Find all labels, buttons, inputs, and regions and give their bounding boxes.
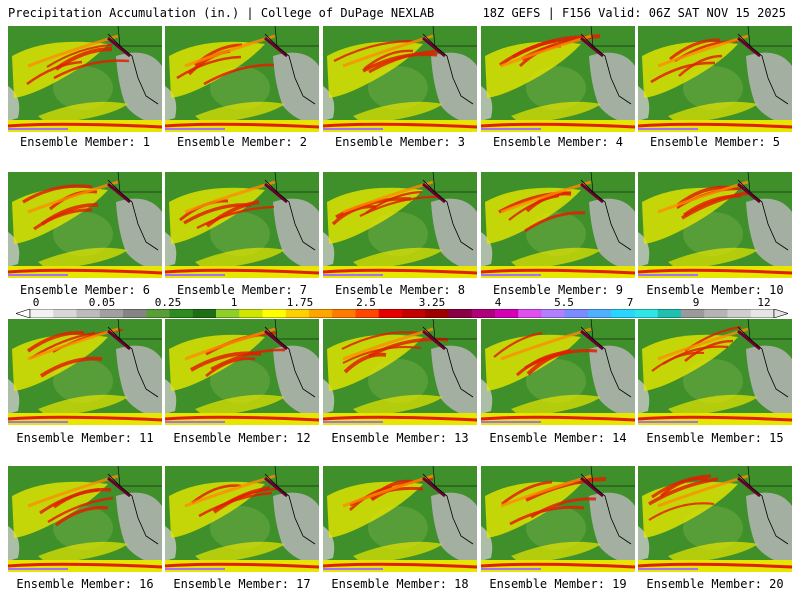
ensemble-member-map [323, 172, 477, 278]
colorbar-segment [123, 309, 147, 318]
ensemble-member-map [481, 466, 635, 572]
colorbar-segment [750, 309, 775, 318]
colorbar-tick-label: 1 [230, 296, 238, 309]
colorbar-segment [192, 309, 217, 318]
colorbar-segment [448, 309, 473, 318]
colorbar-max-arrow [773, 309, 788, 318]
colorbar-segment [76, 309, 101, 318]
colorbar-segment [611, 309, 635, 318]
colorbar-segment [378, 309, 403, 318]
ensemble-member-label: Ensemble Member: 14 [489, 431, 627, 445]
ensemble-member-map [165, 319, 319, 425]
colorbar-segment [30, 309, 54, 318]
colorbar-segment [309, 309, 333, 318]
ensemble-member-map [8, 26, 162, 132]
colorbar-tick-label: 12 [757, 296, 771, 309]
colorbar-segment [262, 309, 287, 318]
ensemble-member-label: Ensemble Member: 7 [176, 283, 308, 297]
colorbar-segment [332, 309, 356, 318]
ensemble-member-map [165, 26, 319, 132]
colorbar-segment [657, 309, 682, 318]
colorbar-segment [704, 309, 728, 318]
ensemble-member-label: Ensemble Member: 10 [646, 283, 784, 297]
colorbar-segment [216, 309, 240, 318]
colorbar-tick-label: 7 [626, 296, 634, 309]
ensemble-member-label: Ensemble Member: 5 [649, 135, 781, 149]
ensemble-member-label: Ensemble Member: 6 [19, 283, 151, 297]
ensemble-member-label: Ensemble Member: 20 [646, 577, 784, 591]
colorbar-segment [681, 309, 705, 318]
ensemble-member-map [8, 172, 162, 278]
ensemble-member-label: Ensemble Member: 9 [492, 283, 624, 297]
colorbar-segment [53, 309, 77, 318]
colorbar-tick-label: 4 [494, 296, 502, 309]
ensemble-member-label: Ensemble Member: 18 [331, 577, 469, 591]
colorbar-segment [169, 309, 194, 318]
colorbar-strip [16, 309, 788, 318]
ensemble-member-map [638, 172, 792, 278]
colorbar-segment [239, 309, 263, 318]
colorbar-tick-label: 5.5 [554, 296, 574, 309]
colorbar-segment [727, 309, 752, 318]
ensemble-member-map [165, 172, 319, 278]
ensemble-member-map [638, 319, 792, 425]
colorbar-segment [355, 309, 380, 318]
colorbar-segment [99, 309, 124, 318]
ensemble-member-label: Ensemble Member: 8 [334, 283, 466, 297]
ensemble-member-map [638, 466, 792, 572]
colorbar-segment [146, 309, 170, 318]
colorbar-segment [425, 309, 449, 318]
colorbar-segment [564, 309, 589, 318]
colorbar-tick-label: 0 [32, 296, 40, 309]
colorbar-tick-label: 3.25 [418, 296, 446, 309]
colorbar-tick-label: 2.5 [356, 296, 376, 309]
colorbar-segment [495, 309, 519, 318]
ensemble-member-map [8, 466, 162, 572]
colorbar-segment [402, 309, 426, 318]
ensemble-member-label: Ensemble Member: 11 [16, 431, 154, 445]
colorbar-segment [285, 309, 310, 318]
ensemble-member-label: Ensemble Member: 13 [331, 431, 469, 445]
figure-title: Precipitation Accumulation (in.) | Colle… [8, 6, 435, 20]
ensemble-member-map [165, 466, 319, 572]
ensemble-member-label: Ensemble Member: 3 [334, 135, 466, 149]
ensemble-member-label: Ensemble Member: 19 [489, 577, 627, 591]
model-run-info: 18Z GEFS | F156 Valid: 06Z SAT NOV 15 20… [482, 6, 786, 20]
colorbar-tick-label: 0.25 [154, 296, 182, 309]
ensemble-member-map [323, 466, 477, 572]
colorbar-tick-label: 0.05 [88, 296, 116, 309]
colorbar-segment [634, 309, 659, 318]
ensemble-member-map [481, 26, 635, 132]
ensemble-member-map [481, 319, 635, 425]
ensemble-member-label: Ensemble Member: 2 [176, 135, 308, 149]
ensemble-member-map [323, 26, 477, 132]
ensemble-member-label: Ensemble Member: 15 [646, 431, 784, 445]
ensemble-member-label: Ensemble Member: 17 [173, 577, 311, 591]
ensemble-member-label: Ensemble Member: 16 [16, 577, 154, 591]
ensemble-member-label: Ensemble Member: 1 [19, 135, 151, 149]
colorbar-segment [588, 309, 612, 318]
colorbar-tick-label: 1.75 [286, 296, 314, 309]
colorbar-tick-label: 9 [692, 296, 700, 309]
ensemble-member-label: Ensemble Member: 12 [173, 431, 311, 445]
ensemble-member-map [323, 319, 477, 425]
colorbar-segment [471, 309, 496, 318]
precip-colorbar: 0 0.05 0.25 1 1.75 2.5 3.25 4 5.5 7 9 12 [16, 296, 788, 320]
colorbar-min-arrow [16, 309, 31, 318]
colorbar-segment [518, 309, 542, 318]
ensemble-member-map [638, 26, 792, 132]
ensemble-member-map [8, 319, 162, 425]
colorbar-segment [541, 309, 566, 318]
ensemble-member-label: Ensemble Member: 4 [492, 135, 624, 149]
ensemble-member-map [481, 172, 635, 278]
